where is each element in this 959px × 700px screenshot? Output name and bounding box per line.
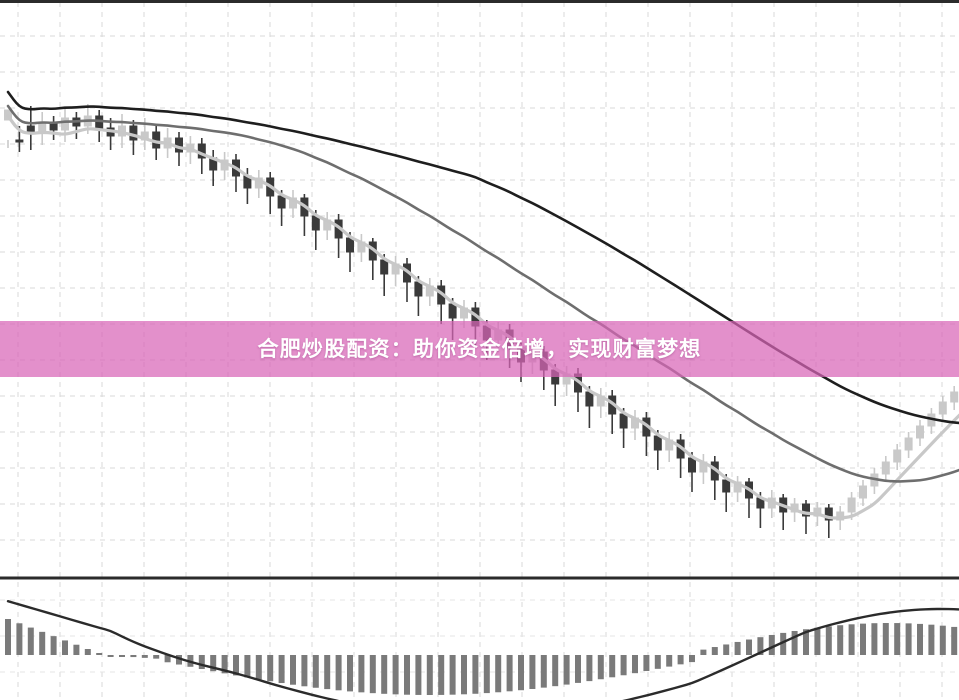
promo-banner[interactable]: 合肥炒股配资：助你资金倍增，实现财富梦想 <box>0 321 959 377</box>
promo-banner-text: 合肥炒股配资：助你资金倍增，实现财富梦想 <box>257 336 702 361</box>
